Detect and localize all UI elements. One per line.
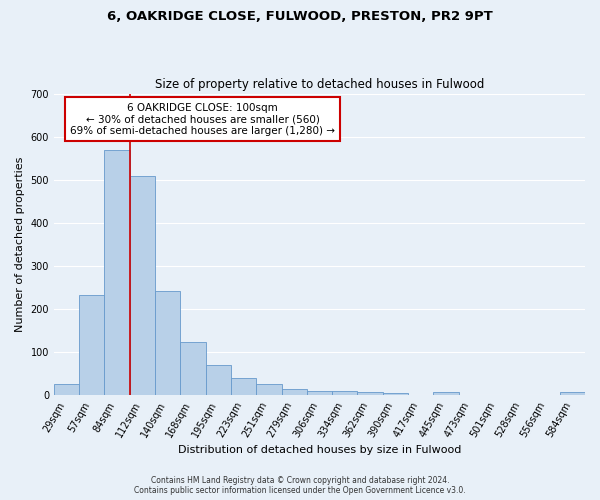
Bar: [155, 291, 181, 396]
Bar: [383, 394, 408, 396]
Bar: [332, 390, 358, 396]
Bar: [79, 296, 104, 396]
Text: Contains HM Land Registry data © Crown copyright and database right 2024.
Contai: Contains HM Land Registry data © Crown c…: [134, 476, 466, 495]
Text: 6, OAKRIDGE CLOSE, FULWOOD, PRESTON, PR2 9PT: 6, OAKRIDGE CLOSE, FULWOOD, PRESTON, PR2…: [107, 10, 493, 23]
Y-axis label: Number of detached properties: Number of detached properties: [15, 157, 25, 332]
Bar: [560, 392, 585, 396]
Bar: [307, 391, 332, 396]
Text: 6 OAKRIDGE CLOSE: 100sqm
← 30% of detached houses are smaller (560)
69% of semi-: 6 OAKRIDGE CLOSE: 100sqm ← 30% of detach…: [70, 102, 335, 136]
Bar: [54, 384, 79, 396]
Bar: [256, 384, 281, 396]
Bar: [281, 389, 307, 396]
Bar: [433, 392, 458, 396]
Bar: [358, 392, 383, 396]
Bar: [104, 150, 130, 396]
Title: Size of property relative to detached houses in Fulwood: Size of property relative to detached ho…: [155, 78, 484, 91]
Bar: [231, 378, 256, 396]
X-axis label: Distribution of detached houses by size in Fulwood: Distribution of detached houses by size …: [178, 445, 461, 455]
Bar: [206, 366, 231, 396]
Bar: [130, 176, 155, 396]
Bar: [181, 342, 206, 396]
